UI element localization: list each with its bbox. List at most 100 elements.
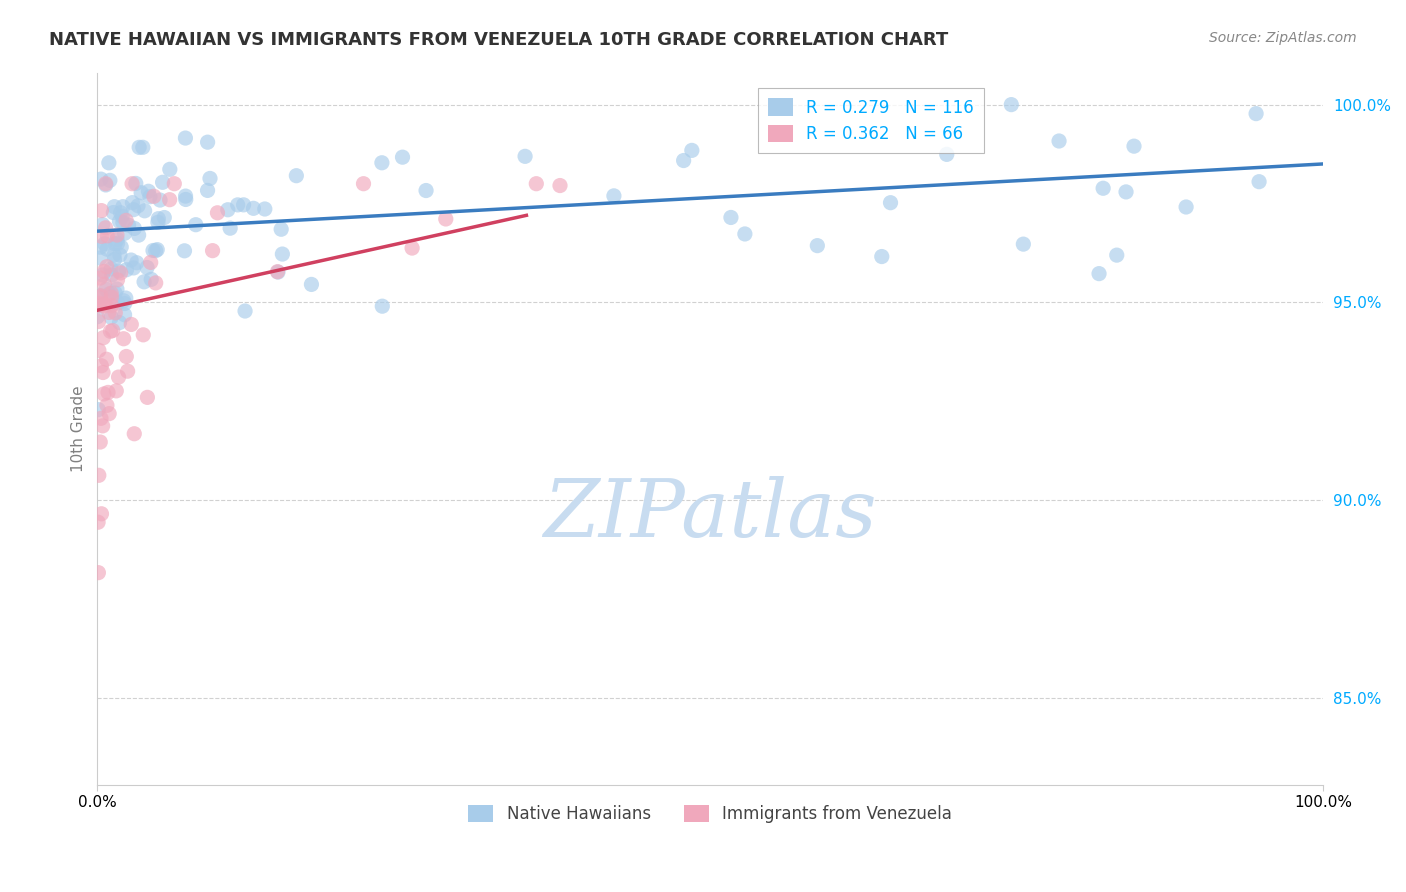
Point: [96, 228, 118, 243]
Point: [681, 144, 703, 158]
Point: [219, 221, 242, 235]
Point: [96, 398, 118, 412]
Point: [1249, 175, 1271, 189]
Point: [148, 211, 170, 226]
Point: [125, 256, 148, 270]
Point: [253, 202, 276, 216]
Point: [125, 177, 148, 191]
Point: [120, 318, 142, 332]
Point: [232, 198, 254, 212]
Point: [89, 290, 111, 304]
Point: [112, 293, 135, 308]
Point: [100, 310, 122, 325]
Point: [90, 507, 112, 521]
Point: [94, 177, 117, 191]
Point: [90, 359, 112, 373]
Text: Source: ZipAtlas.com: Source: ZipAtlas.com: [1209, 31, 1357, 45]
Point: [267, 265, 290, 279]
Point: [132, 327, 155, 342]
Point: [108, 248, 131, 262]
Point: [90, 411, 112, 425]
Point: [145, 244, 167, 258]
Point: [879, 195, 901, 210]
Point: [96, 260, 118, 274]
Point: [89, 251, 111, 265]
Point: [100, 290, 122, 304]
Text: ZIPatlas: ZIPatlas: [544, 475, 877, 553]
Point: [96, 352, 118, 367]
Point: [115, 350, 138, 364]
Point: [1123, 139, 1146, 153]
Point: [720, 211, 742, 225]
Point: [111, 215, 134, 229]
Point: [94, 178, 117, 192]
Point: [371, 299, 394, 313]
Point: [117, 219, 139, 233]
Point: [91, 218, 114, 232]
Point: [107, 296, 129, 310]
Point: [1115, 185, 1137, 199]
Point: [87, 566, 110, 580]
Point: [434, 211, 457, 226]
Point: [112, 332, 135, 346]
Point: [184, 218, 207, 232]
Text: NATIVE HAWAIIAN VS IMMIGRANTS FROM VENEZUELA 10TH GRADE CORRELATION CHART: NATIVE HAWAIIAN VS IMMIGRANTS FROM VENEZ…: [49, 31, 949, 49]
Point: [108, 214, 131, 228]
Point: [93, 297, 115, 311]
Point: [96, 242, 118, 256]
Point: [159, 162, 181, 177]
Point: [87, 343, 110, 358]
Point: [734, 227, 756, 241]
Point: [132, 275, 155, 289]
Point: [174, 189, 197, 203]
Point: [114, 296, 136, 310]
Point: [97, 305, 120, 319]
Point: [122, 202, 145, 217]
Legend: Native Hawaiians, Immigrants from Venezuela: Native Hawaiians, Immigrants from Venezu…: [461, 798, 959, 830]
Point: [201, 244, 224, 258]
Point: [107, 264, 129, 278]
Point: [90, 229, 112, 244]
Point: [870, 250, 893, 264]
Point: [91, 331, 114, 345]
Point: [139, 255, 162, 269]
Point: [89, 296, 111, 310]
Point: [117, 364, 139, 378]
Point: [513, 149, 536, 163]
Point: [105, 232, 128, 246]
Point: [153, 211, 176, 225]
Point: [1092, 181, 1115, 195]
Point: [174, 193, 197, 207]
Point: [91, 418, 114, 433]
Point: [94, 299, 117, 313]
Point: [603, 189, 626, 203]
Point: [93, 387, 115, 401]
Point: [101, 268, 124, 282]
Point: [149, 193, 172, 207]
Point: [1175, 200, 1198, 214]
Point: [98, 287, 121, 301]
Point: [91, 268, 114, 282]
Point: [87, 314, 110, 328]
Point: [90, 289, 112, 303]
Point: [124, 221, 146, 235]
Point: [108, 316, 131, 330]
Point: [103, 248, 125, 262]
Point: [145, 276, 167, 290]
Point: [105, 228, 128, 243]
Point: [98, 173, 121, 187]
Point: [104, 286, 127, 301]
Point: [672, 153, 695, 168]
Point: [91, 366, 114, 380]
Point: [89, 435, 111, 450]
Point: [100, 262, 122, 277]
Point: [524, 177, 547, 191]
Point: [104, 236, 127, 251]
Point: [115, 262, 138, 277]
Point: [1012, 237, 1035, 252]
Point: [371, 155, 394, 169]
Point: [97, 385, 120, 400]
Point: [1244, 106, 1267, 120]
Point: [226, 198, 249, 212]
Point: [146, 215, 169, 229]
